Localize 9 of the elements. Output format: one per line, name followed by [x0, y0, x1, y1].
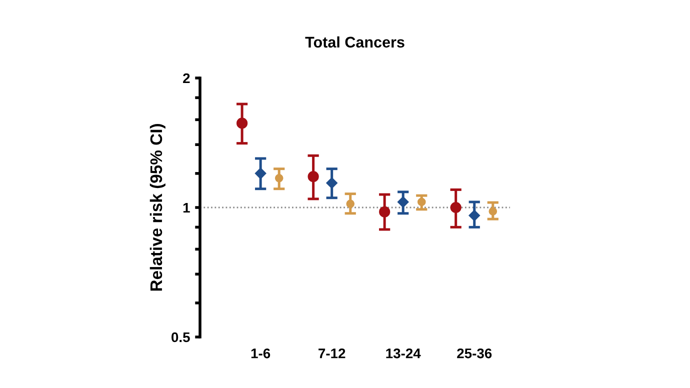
y-axis-title: Relative risk (95% CI)	[150, 124, 166, 291]
x-tick-label: 7-12	[318, 348, 346, 358]
chart-title: Total Cancers	[305, 36, 404, 48]
x-tick-label: 1-6	[251, 348, 270, 358]
x-tick-label: 25-36	[457, 348, 492, 358]
y-tick-label: 1	[183, 202, 190, 213]
y-tick-label: 0.5	[172, 332, 190, 342]
x-tick-label: 13-24	[386, 348, 421, 358]
y-tick-label: 2	[183, 73, 190, 84]
